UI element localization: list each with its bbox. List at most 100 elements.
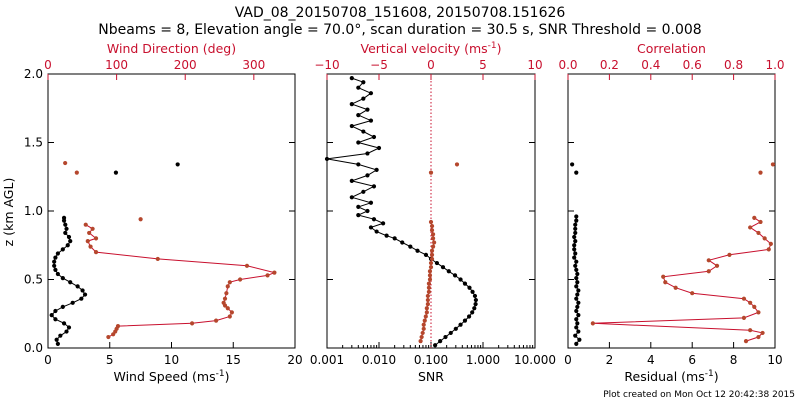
data-point bbox=[572, 234, 577, 240]
data-point bbox=[64, 226, 69, 231]
data-point bbox=[446, 269, 451, 274]
x-tick-label-bottom: 8 bbox=[730, 353, 738, 367]
data-point bbox=[573, 230, 578, 236]
data-point bbox=[748, 225, 753, 230]
data-point bbox=[424, 306, 429, 311]
data-point bbox=[425, 302, 430, 307]
data-point bbox=[58, 333, 63, 338]
data-point bbox=[429, 228, 435, 233]
data-point bbox=[361, 129, 366, 134]
data-point bbox=[426, 289, 432, 294]
data-point bbox=[365, 107, 370, 112]
data-point bbox=[473, 302, 478, 307]
data-point bbox=[60, 276, 65, 281]
data-point bbox=[748, 300, 753, 305]
x-axis-label-top: Wind Direction (deg) bbox=[107, 41, 236, 56]
x-tick-label-bottom: 5 bbox=[106, 353, 114, 367]
data-point bbox=[374, 229, 379, 234]
x-tick-label-bottom: 10 bbox=[164, 353, 179, 367]
series-correlation bbox=[590, 162, 776, 344]
data-point bbox=[68, 280, 73, 285]
data-point bbox=[768, 241, 773, 246]
data-point bbox=[574, 325, 579, 330]
data-point bbox=[466, 314, 472, 319]
data-point bbox=[80, 288, 85, 293]
x-tick-label-top: 0.8 bbox=[724, 58, 743, 72]
x-axis-label-bottom-name: Wind Speed bbox=[113, 369, 188, 384]
data-point bbox=[63, 222, 68, 227]
x-tick-label-top: 100 bbox=[105, 58, 128, 72]
y-tick-label: 0.0 bbox=[24, 341, 43, 355]
y-tick-label: 0.5 bbox=[24, 273, 43, 287]
data-point bbox=[760, 330, 765, 336]
data-point bbox=[53, 255, 58, 260]
data-point bbox=[225, 306, 230, 311]
data-point bbox=[452, 273, 458, 278]
data-point bbox=[429, 256, 435, 262]
data-point bbox=[63, 230, 68, 236]
data-point bbox=[371, 184, 377, 189]
y-tick-label: 2.0 bbox=[24, 67, 43, 81]
data-point bbox=[673, 285, 678, 290]
data-point bbox=[93, 236, 99, 241]
data-point bbox=[422, 318, 427, 323]
data-point bbox=[61, 215, 67, 220]
data-point bbox=[376, 145, 382, 151]
data-point bbox=[462, 318, 468, 323]
data-point bbox=[473, 297, 478, 303]
data-point bbox=[470, 310, 475, 315]
data-point-isolated bbox=[63, 160, 68, 166]
x-axis-label-bottom-close: ) bbox=[225, 369, 230, 384]
data-point bbox=[438, 339, 443, 344]
x-tick-label-top: 10 bbox=[527, 58, 542, 72]
data-point bbox=[574, 276, 579, 281]
data-point bbox=[574, 214, 579, 219]
data-point bbox=[64, 329, 69, 334]
data-point bbox=[427, 277, 433, 282]
data-point bbox=[368, 225, 374, 230]
x-axis-label-bottom-sup: -1 bbox=[705, 369, 714, 379]
data-point bbox=[68, 239, 73, 244]
data-point bbox=[448, 330, 453, 336]
data-point bbox=[573, 226, 578, 231]
data-point bbox=[400, 240, 405, 245]
data-point bbox=[349, 178, 354, 183]
series-line bbox=[85, 224, 276, 338]
chart-title-line2: Nbeams = 8, Elevation angle = 70.0°, sca… bbox=[98, 22, 701, 38]
data-point bbox=[66, 325, 72, 330]
data-point bbox=[368, 118, 374, 123]
x-tick-label-top: −5 bbox=[370, 58, 388, 72]
x-axis-label-top-close: ) bbox=[497, 41, 502, 56]
data-point bbox=[155, 256, 160, 262]
x-axis-label-top-sup: -1 bbox=[488, 41, 497, 51]
data-point bbox=[706, 269, 711, 274]
data-point bbox=[423, 252, 429, 257]
x-axis-label-bottom: Wind Speed (ms-1) bbox=[113, 369, 229, 384]
chart-title-line1: VAD_08_20150708_151608, 20150708.151626 bbox=[235, 5, 566, 21]
data-point bbox=[590, 321, 595, 326]
data-point bbox=[576, 313, 581, 318]
data-point bbox=[575, 271, 580, 277]
data-point bbox=[575, 304, 580, 309]
data-point bbox=[572, 243, 577, 248]
data-point bbox=[430, 232, 436, 237]
data-point bbox=[365, 208, 370, 214]
data-point bbox=[55, 271, 60, 277]
series-snr bbox=[324, 76, 478, 348]
data-point bbox=[85, 239, 90, 244]
data-point bbox=[433, 343, 438, 348]
data-point bbox=[368, 200, 374, 205]
data-point bbox=[430, 244, 436, 249]
data-point bbox=[87, 230, 92, 236]
data-point bbox=[714, 263, 720, 268]
y-tick-label: 1.5 bbox=[24, 136, 43, 150]
x-tick-label-top: −10 bbox=[314, 58, 339, 72]
x-axis-label-bottom-unit: (ms bbox=[192, 369, 216, 384]
data-point bbox=[428, 260, 434, 266]
data-point-isolated bbox=[138, 217, 143, 222]
x-tick-label-top: 0 bbox=[44, 58, 52, 72]
data-point bbox=[53, 317, 58, 322]
data-point bbox=[458, 322, 463, 327]
data-point bbox=[53, 267, 58, 273]
